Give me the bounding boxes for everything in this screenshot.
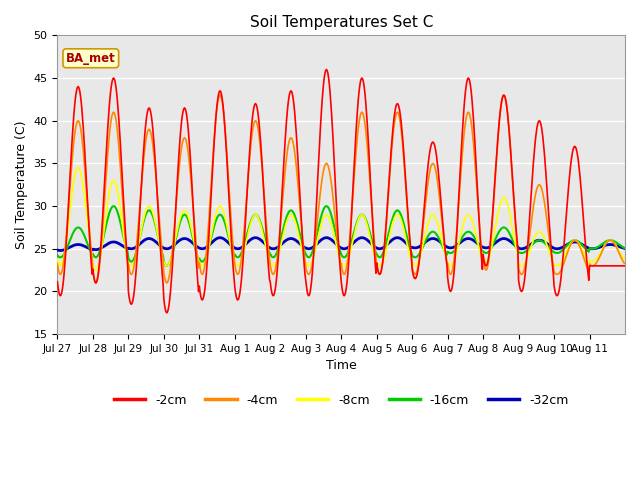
Title: Soil Temperatures Set C: Soil Temperatures Set C <box>250 15 433 30</box>
X-axis label: Time: Time <box>326 360 356 372</box>
Legend: -2cm, -4cm, -8cm, -16cm, -32cm: -2cm, -4cm, -8cm, -16cm, -32cm <box>109 389 573 411</box>
Text: BA_met: BA_met <box>66 52 116 65</box>
Y-axis label: Soil Temperature (C): Soil Temperature (C) <box>15 120 28 249</box>
